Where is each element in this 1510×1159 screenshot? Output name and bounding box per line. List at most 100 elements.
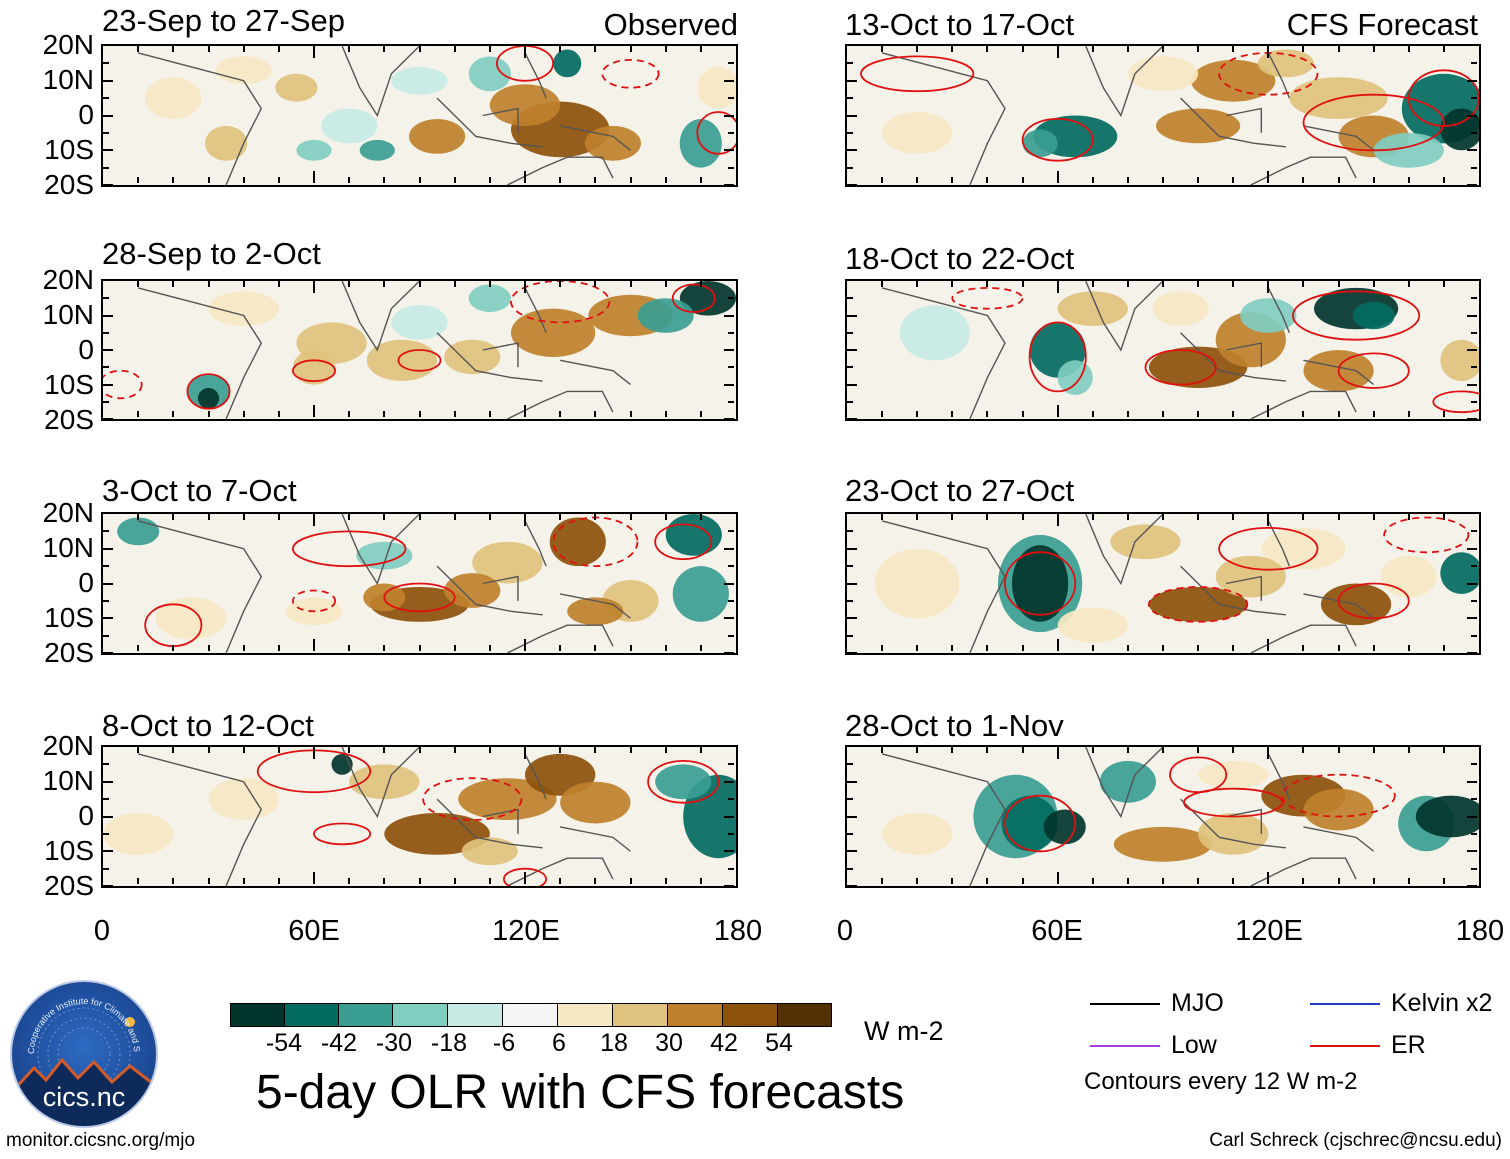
olr-anomaly-blob [1303,788,1374,831]
lat-tick [103,62,109,64]
colorbar-bin [557,1003,613,1027]
lon-tick [313,747,315,759]
lon-tick-label: 0 [93,915,111,947]
olr-anomaly-field [847,281,1479,419]
lat-tick [1467,816,1477,818]
olr-anomaly-field [103,514,736,653]
lat-tick [847,781,857,783]
lon-tick [951,177,953,183]
lat-tick [103,349,113,351]
lon-tick [348,46,350,52]
panel-title: 8-Oct to 12-Oct [102,708,314,743]
lat-tick [103,565,109,567]
lat-tick [103,132,109,134]
lat-tick [1471,97,1477,99]
lat-tick [103,816,113,818]
colorbar-tick: -42 [320,1029,358,1057]
lon-tick [313,46,315,58]
lat-tick-label: 10S [44,602,94,633]
olr-map-panel [101,512,738,655]
lon-tick [137,514,139,520]
olr-anomaly-blob [584,125,641,161]
er-contour [422,777,523,821]
lat-tick [1471,833,1477,835]
olr-anomaly-blob [205,125,248,161]
olr-anomaly-blob [391,66,448,95]
lon-tick [700,878,702,884]
lon-tick [1267,405,1269,417]
lon-tick [454,46,456,52]
olr-anomaly-blob [359,139,395,161]
lon-tick [1057,514,1059,526]
lon-tick [1022,514,1024,520]
coastline [137,747,631,886]
lon-tick [1232,878,1234,884]
olr-anomaly-blob [1043,809,1086,845]
footer-url[interactable]: monitor.cicsnc.org/mjo [6,1130,196,1151]
lon-tick [1443,514,1445,520]
lat-tick [1467,149,1477,151]
lat-tick [1471,297,1477,299]
lon-tick [916,411,918,417]
lon-tick [881,411,883,417]
lon-tick [1338,46,1340,52]
lon-tick [1057,872,1059,884]
lon-tick [489,747,491,753]
olr-map-panel [845,44,1481,187]
colorbar-bin [230,1003,285,1027]
lon-tick-label: 120E [1235,915,1303,947]
lon-tick [1162,514,1164,520]
olr-anomaly-field [103,281,736,419]
lon-tick [559,514,561,520]
lon-tick [1057,747,1059,759]
legend-swatch-er [1310,1045,1380,1047]
lon-tick [137,878,139,884]
lat-tick-label: 10S [44,134,94,165]
lon-tick [700,281,702,287]
lon-tick [1443,177,1445,183]
lon-tick [1092,514,1094,520]
olr-anomaly-blob [444,573,501,608]
olr-anomaly-blob [665,514,722,556]
lon-tick [419,514,421,520]
lon-tick [208,878,210,884]
lon-tick [454,281,456,287]
lon-tick [1373,645,1375,651]
olr-map-panel [101,279,738,421]
lon-tick [700,747,702,753]
lon-tick [559,177,561,183]
lat-tick [847,366,853,368]
lat-tick [103,868,109,870]
olr-anomaly-blob [472,541,543,584]
lon-tick [1443,46,1445,52]
lon-tick [348,411,350,417]
lat-tick [1471,132,1477,134]
lat-tick-label: 20S [44,169,94,200]
lon-tick [1232,177,1234,183]
lat-tick [724,349,734,351]
lat-tick [103,315,113,317]
lon-tick [1373,747,1375,753]
contour-note: Contours every 12 W m-2 [1084,1068,1358,1095]
lon-tick [1373,46,1375,52]
lat-tick [847,548,857,550]
lon-tick [208,514,210,520]
lon-tick [1267,171,1269,183]
lon-tick [243,878,245,884]
observed-label: Observed [603,7,738,42]
lon-tick [1022,46,1024,52]
lat-tick [1467,384,1477,386]
lon-tick [1408,46,1410,52]
er-contour [601,58,660,89]
lat-tick-label: 20N [42,264,94,295]
lon-tick [951,645,953,651]
legend-swatch-low [1090,1045,1160,1047]
lon-tick [630,747,632,753]
map-background [847,747,1479,886]
er-contour [1004,794,1077,853]
er-contour [1144,349,1217,386]
lon-tick [419,46,421,52]
er-contour [1028,321,1087,393]
lon-tick [986,645,988,651]
olr-anomaly-blob [882,813,953,855]
